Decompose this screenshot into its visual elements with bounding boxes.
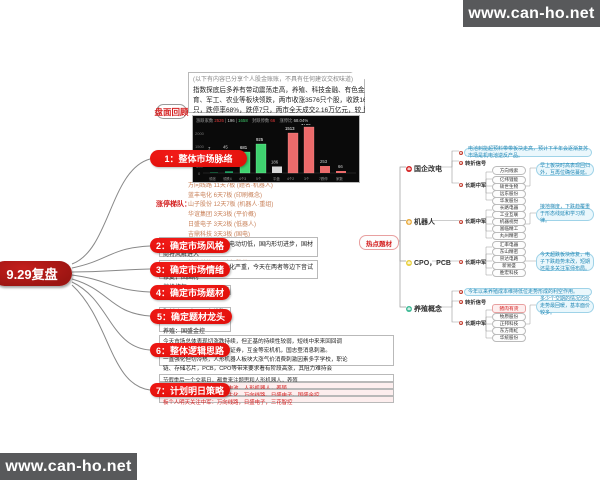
svg-text:领涨: 领涨 <box>209 176 216 181</box>
svg-text:4个2: 4个2 <box>287 176 294 181</box>
svg-text:7跌停: 7跌停 <box>319 176 328 181</box>
svg-text:1500: 1500 <box>195 144 205 149</box>
svg-text:3个: 3个 <box>304 176 310 181</box>
svg-text:1786: 1786 <box>301 124 311 126</box>
svg-text:45: 45 <box>223 145 228 150</box>
svg-text:681: 681 <box>240 145 248 150</box>
svg-text:5个: 5个 <box>256 176 262 181</box>
svg-text:66: 66 <box>338 164 343 169</box>
svg-text:0: 0 <box>198 171 201 176</box>
svg-text:平盘: 平盘 <box>273 176 280 181</box>
svg-text:4个3: 4个3 <box>239 176 246 181</box>
svg-text:2000: 2000 <box>195 131 205 136</box>
svg-text:领跌4: 领跌4 <box>223 176 232 181</box>
svg-text:253: 253 <box>320 159 328 164</box>
svg-text:186: 186 <box>271 160 279 165</box>
svg-text:家数: 家数 <box>336 176 343 181</box>
svg-text:925: 925 <box>256 137 264 142</box>
svg-text:1513: 1513 <box>285 126 295 131</box>
